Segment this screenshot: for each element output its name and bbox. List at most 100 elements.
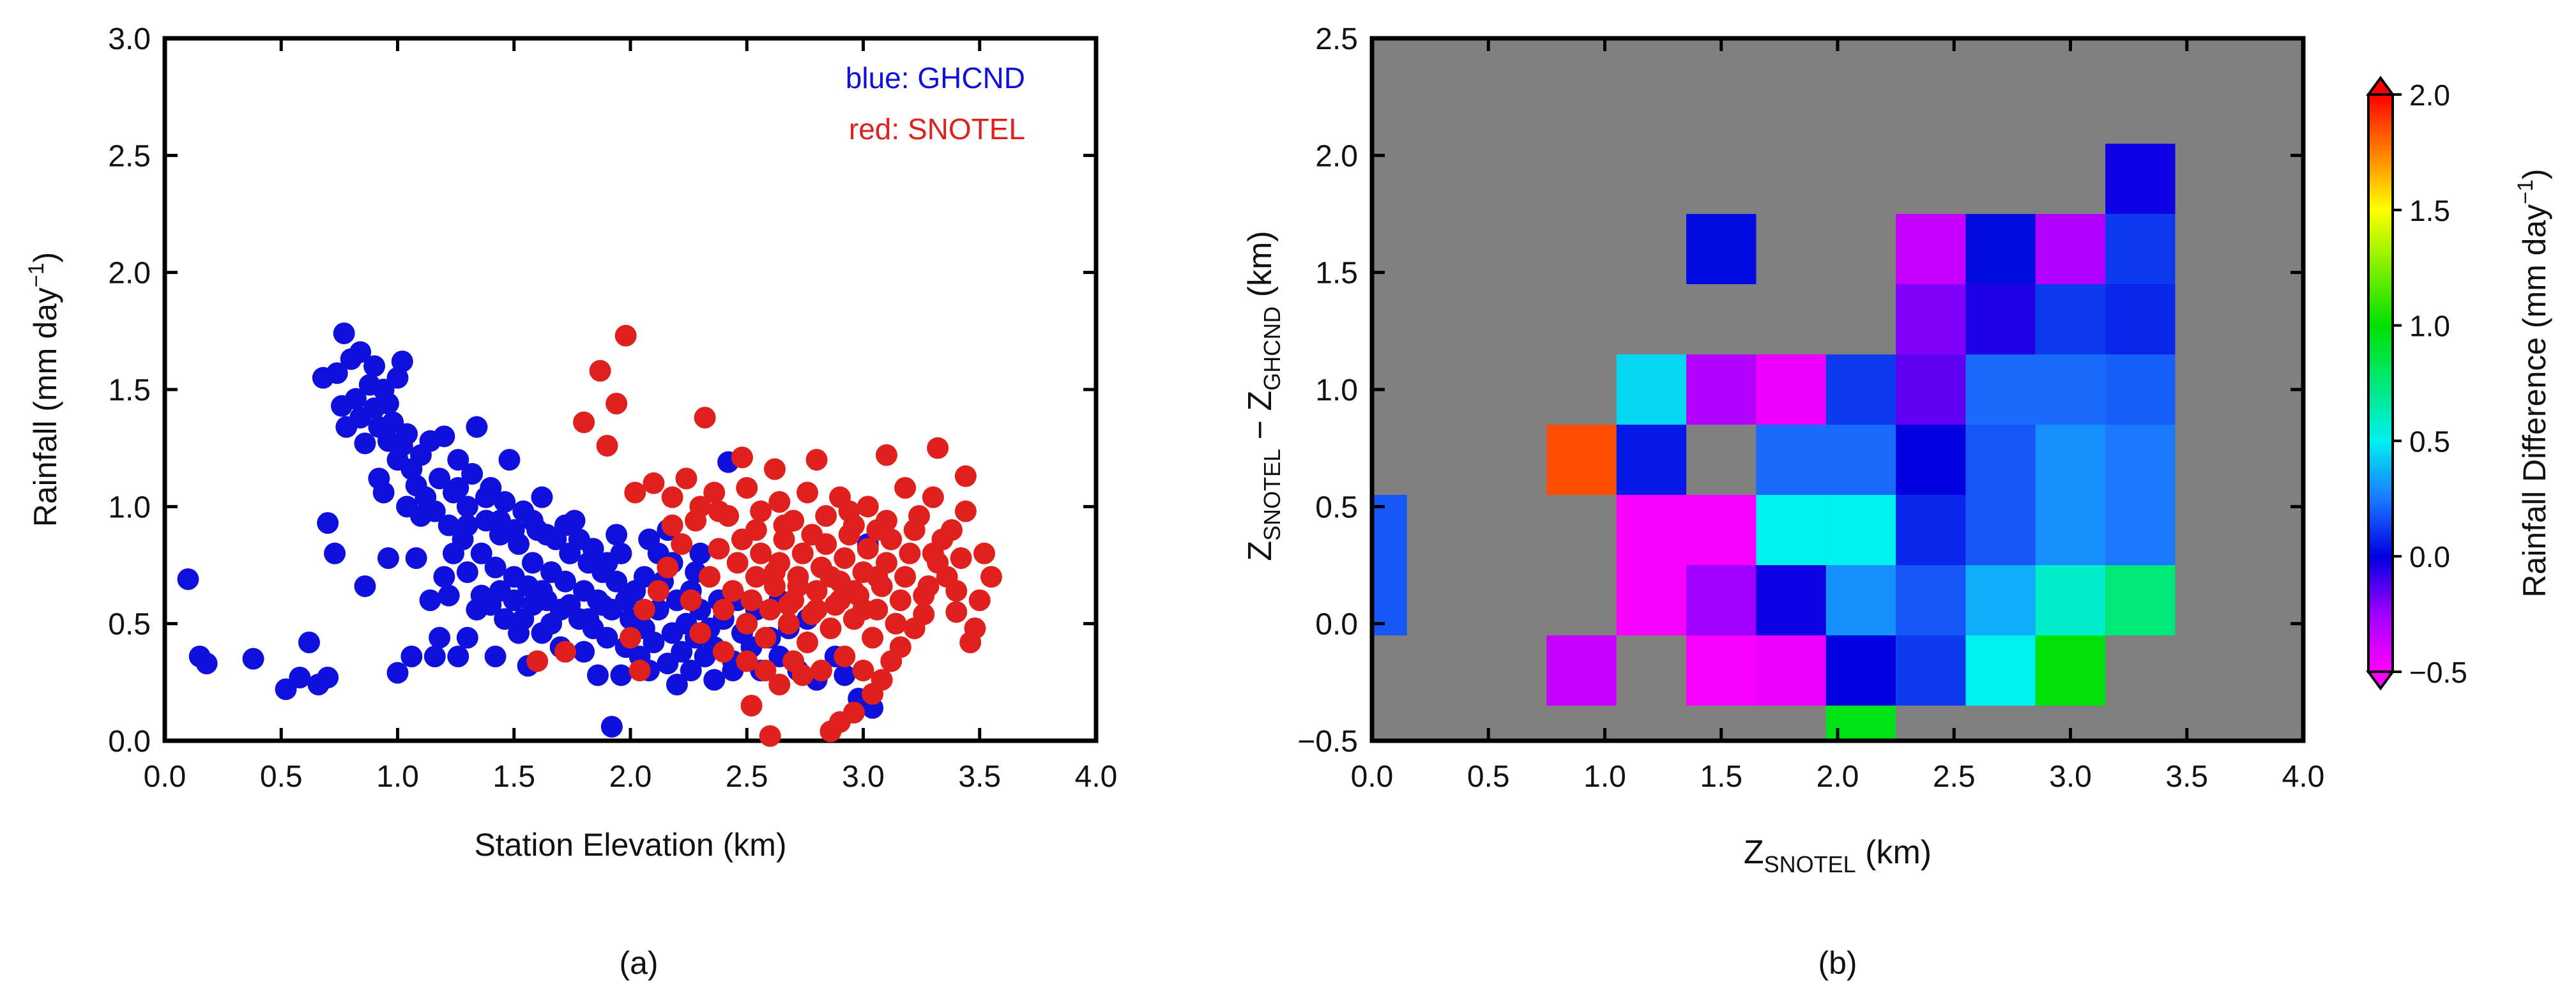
ghcnd-point — [600, 716, 623, 738]
snotel-point — [838, 500, 860, 522]
ghcnd-point — [349, 341, 372, 363]
x-tick-label-b: 3.5 — [2165, 760, 2208, 794]
ghcnd-point — [540, 612, 563, 635]
heatmap-cell — [1825, 495, 1896, 565]
x-tick-label-a: 2.5 — [726, 760, 768, 794]
snotel-point — [852, 660, 874, 681]
x-tick-label-a: 0.0 — [144, 760, 187, 794]
ghcnd-point — [596, 626, 618, 649]
ghcnd-point — [521, 510, 544, 532]
snotel-point — [675, 467, 697, 490]
snotel-point — [894, 477, 917, 499]
snotel-point — [722, 580, 744, 602]
ghcnd-point — [834, 664, 856, 686]
y-axis-label-a: Rainfall (mm day−1) — [24, 252, 63, 527]
x-tick-label-a: 2.0 — [609, 760, 652, 794]
ghcnd-point — [643, 632, 665, 653]
heatmap-axis-ticks: 0.0 0.5 1.0 1.5 2.0 2.5 3.0 3.5 4.0−0.50.00.51.0… — [1297, 22, 2324, 794]
heatmap-cell — [1965, 354, 2036, 425]
x-tick-label-b: 4.0 — [2282, 760, 2325, 794]
snotel-point — [950, 547, 972, 569]
ghcnd-point — [354, 575, 376, 597]
snotel-point — [671, 533, 693, 555]
x-tick-label-b: 1.0 — [1583, 760, 1626, 794]
snotel-point — [694, 407, 716, 428]
heatmap-cell — [2105, 495, 2176, 565]
x-tick-label-b: 0.5 — [1467, 760, 1510, 794]
snotel-point — [526, 650, 549, 672]
ghcnd-point — [531, 486, 553, 508]
ghcnd-point — [633, 566, 655, 588]
heatmap-cells — [1372, 144, 2176, 741]
snotel-point — [777, 612, 800, 635]
ghcnd-point — [442, 542, 464, 564]
snotel-point — [954, 500, 977, 522]
snotel-point — [736, 650, 758, 672]
y-tick-label-a: 0.0 — [108, 725, 151, 759]
ghcnd-point — [419, 589, 441, 611]
colorbar-tick-label: 0.0 — [2409, 540, 2450, 573]
heatmap-cell — [1616, 565, 1687, 635]
snotel-point — [885, 612, 907, 635]
ghcnd-point — [344, 388, 367, 410]
heatmap-cell — [2035, 284, 2106, 354]
snotel-point — [819, 566, 842, 588]
heatmap-cell — [1896, 425, 1966, 495]
heatmap-cell — [1825, 425, 1896, 495]
heatmap-cell — [1616, 425, 1687, 495]
ghcnd-point — [470, 542, 492, 564]
heatmap-cell — [1965, 565, 2036, 635]
snotel-point — [791, 542, 814, 564]
snotel-point — [805, 580, 828, 602]
heatmap-cell — [1896, 635, 1966, 706]
x-tick-label-b: 1.5 — [1700, 760, 1742, 794]
y-tick-label-b: −0.5 — [1297, 725, 1358, 759]
ghcnd-point — [559, 594, 581, 616]
snotel-point — [889, 589, 911, 611]
ghcnd-point — [447, 646, 469, 667]
ghcnd-point — [377, 547, 399, 569]
ghcnd-point — [461, 463, 484, 485]
snotel-point — [736, 477, 758, 499]
ghcnd-point — [372, 481, 395, 504]
x-tick-label-b: 0.0 — [1351, 760, 1394, 794]
ghcnd-point — [447, 477, 469, 499]
heatmap-cell — [1896, 495, 1966, 565]
snotel-point — [614, 324, 637, 347]
heatmap-cell — [2035, 565, 2106, 635]
ghcnd-point — [317, 512, 339, 534]
colorbar-tick-label: 0.5 — [2409, 425, 2450, 458]
colorbar-gradient — [2367, 93, 2394, 673]
ghcnd-point — [503, 589, 525, 611]
ghcnd-point — [591, 594, 614, 616]
y-tick-label-a: 1.5 — [108, 374, 151, 407]
ghcnd-point — [324, 542, 346, 564]
ghcnd-point — [242, 648, 264, 670]
snotel-point — [796, 481, 819, 504]
ghcnd-point — [423, 646, 446, 667]
ghcnd-point — [577, 608, 600, 630]
ghcnd-point — [386, 367, 409, 389]
y-tick-label-b: 2.0 — [1315, 139, 1358, 173]
heatmap-cell — [1686, 635, 1757, 706]
y-tick-label-b: 1.0 — [1315, 374, 1358, 407]
ghcnd-point — [582, 538, 604, 560]
ghcnd-point — [614, 589, 637, 611]
heatmap-cell — [1616, 354, 1687, 425]
y-tick-label-b: 0.0 — [1315, 608, 1358, 642]
ghcnd-point — [586, 664, 609, 686]
x-axis-label-a: Station Elevation (km) — [474, 827, 786, 863]
snotel-point — [606, 393, 628, 414]
ghcnd-point — [429, 626, 451, 649]
x-tick-label-b: 3.0 — [2049, 760, 2092, 794]
x-tick-label-a: 1.0 — [376, 760, 419, 794]
snotel-point — [968, 589, 991, 611]
ghcnd-point — [689, 542, 712, 564]
snotel-point — [647, 580, 669, 602]
ghcnd-point — [400, 646, 423, 667]
snotel-point — [773, 514, 795, 536]
snotel-point — [834, 646, 856, 667]
ghcnd-point — [405, 547, 427, 569]
y-tick-label-a: 2.0 — [108, 257, 151, 291]
heatmap-cell — [2105, 354, 2176, 425]
